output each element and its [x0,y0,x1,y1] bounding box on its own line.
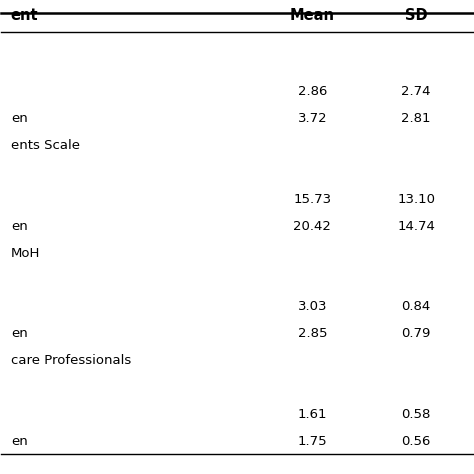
Text: 0.58: 0.58 [401,408,431,421]
Text: en: en [11,435,27,447]
Text: care Professionals: care Professionals [11,354,131,367]
Text: 2.81: 2.81 [401,112,431,125]
Text: SD: SD [405,8,428,23]
Text: 14.74: 14.74 [397,219,435,233]
Text: 13.10: 13.10 [397,193,435,206]
Text: 1.75: 1.75 [298,435,327,447]
Text: ent: ent [11,8,38,23]
Text: 1.61: 1.61 [298,408,327,421]
Text: 3.72: 3.72 [298,112,327,125]
Text: ents Scale: ents Scale [11,139,80,152]
Text: 2.85: 2.85 [298,327,327,340]
Text: 2.74: 2.74 [401,85,431,99]
Text: 0.56: 0.56 [401,435,431,447]
Text: 0.84: 0.84 [401,300,431,313]
Text: Mean: Mean [290,8,335,23]
Text: en: en [11,219,27,233]
Text: 20.42: 20.42 [293,219,331,233]
Text: 3.03: 3.03 [298,300,327,313]
Text: 0.79: 0.79 [401,327,431,340]
Text: en: en [11,327,27,340]
Text: en: en [11,112,27,125]
Text: 2.86: 2.86 [298,85,327,99]
Text: MoH: MoH [11,246,40,260]
Text: 15.73: 15.73 [293,193,331,206]
